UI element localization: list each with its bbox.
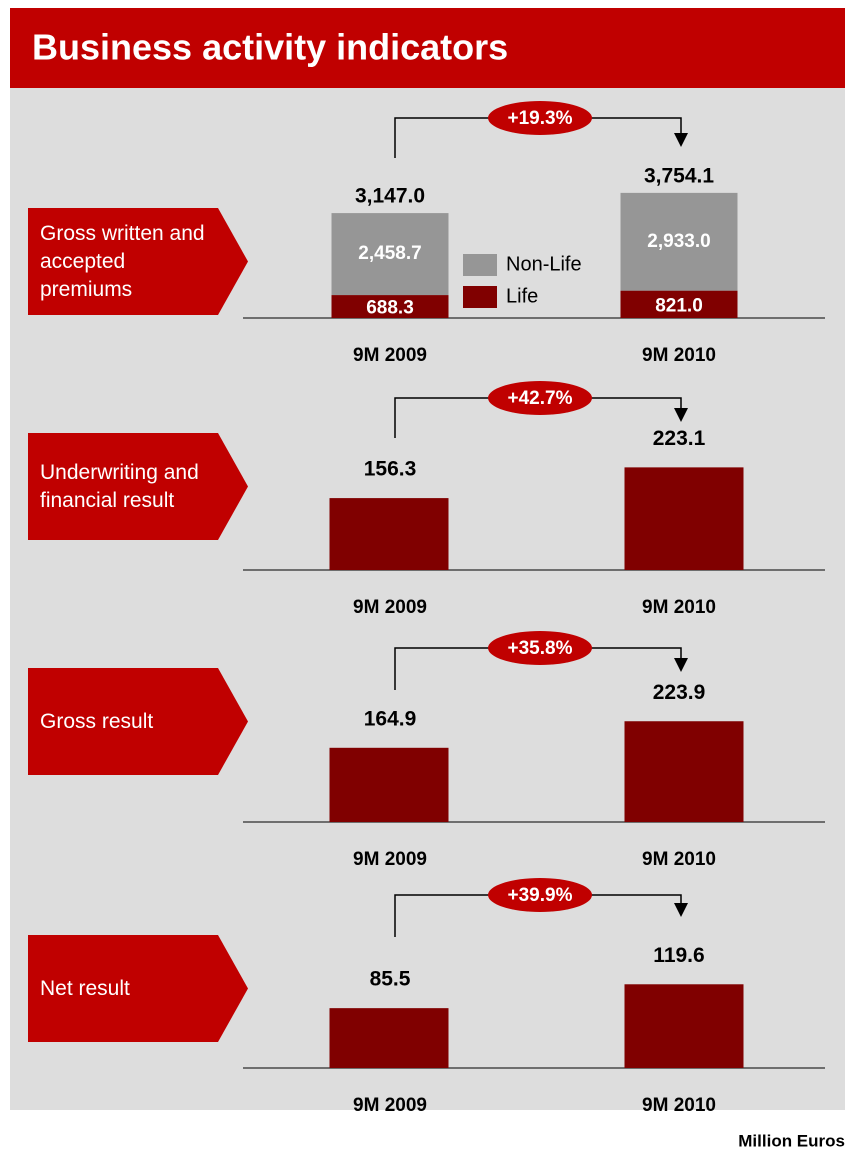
section-label: Net result — [28, 935, 248, 1042]
legend-swatch — [463, 286, 497, 308]
value-label: 688.3 — [366, 298, 414, 319]
growth-label: +42.7% — [508, 388, 573, 409]
value-label: 156.3 — [364, 458, 417, 481]
category-label: 9M 2009 — [353, 849, 427, 870]
bar — [329, 1008, 449, 1068]
value-label: 2,458.7 — [358, 243, 421, 264]
value-label: 164.9 — [364, 707, 417, 730]
category-label: 9M 2010 — [642, 849, 716, 870]
legend-label: Non-Life — [506, 253, 582, 275]
bar-segment — [331, 213, 449, 296]
arrow-head — [674, 658, 688, 672]
footer: Million Euros — [738, 1131, 845, 1150]
bar-segment — [620, 192, 738, 291]
bar — [624, 984, 744, 1068]
value-label: 223.1 — [653, 427, 706, 450]
total-label: 3,754.1 — [644, 164, 714, 187]
category-label: 9M 2009 — [353, 1095, 427, 1116]
growth-badge — [488, 101, 592, 135]
title: Business activity indicators — [32, 27, 508, 68]
category-label: 9M 2009 — [353, 597, 427, 618]
title-bar — [10, 8, 845, 88]
section-label: Gross written and accepted premiums — [28, 208, 248, 315]
bar-segment — [620, 290, 738, 318]
arrow-head — [674, 133, 688, 147]
bar — [329, 498, 449, 570]
growth-badge — [488, 878, 592, 912]
value-label: 223.9 — [653, 681, 706, 704]
bar-segment — [331, 295, 449, 318]
category-label: 9M 2010 — [642, 597, 716, 618]
arrow-head — [674, 903, 688, 917]
growth-label: +19.3% — [508, 108, 573, 129]
growth-label: +35.8% — [508, 638, 573, 659]
category-label: 9M 2010 — [642, 345, 716, 366]
value-label: 2,933.0 — [647, 231, 710, 252]
arrow-head — [674, 408, 688, 422]
growth-label: +39.9% — [508, 885, 573, 906]
growth-badge — [488, 381, 592, 415]
bar — [624, 721, 744, 822]
category-label: 9M 2009 — [353, 345, 427, 366]
bar — [624, 467, 744, 570]
value-label: 85.5 — [370, 968, 411, 991]
bar — [329, 747, 449, 822]
legend-swatch — [463, 254, 497, 276]
value-label: 119.6 — [653, 944, 704, 967]
category-label: 9M 2010 — [642, 1095, 716, 1116]
legend-label: Life — [506, 285, 538, 307]
value-label: 821.0 — [655, 295, 703, 316]
section-label: Gross result — [28, 668, 248, 775]
total-label: 3,147.0 — [355, 185, 425, 208]
growth-badge — [488, 631, 592, 665]
section-label: Underwriting and financial result — [28, 433, 248, 540]
